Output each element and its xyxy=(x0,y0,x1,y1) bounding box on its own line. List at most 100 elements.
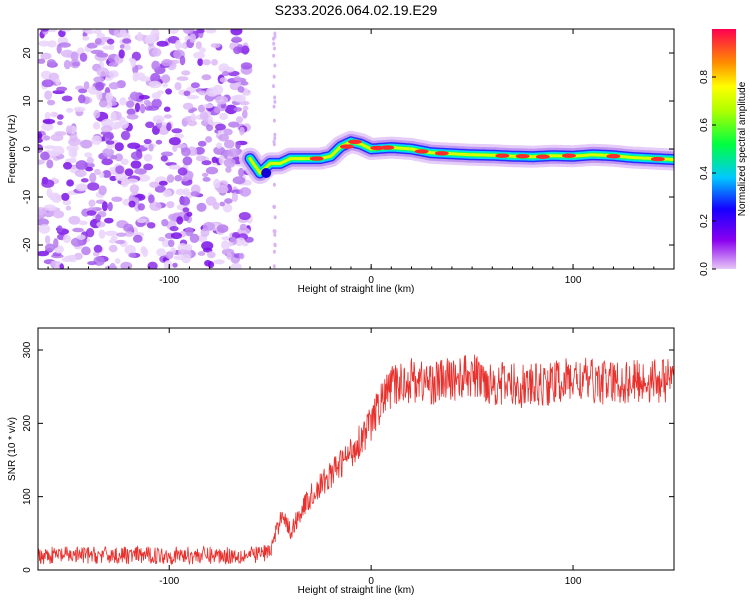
noise-blob xyxy=(106,38,115,45)
noise-blob xyxy=(101,118,114,128)
noise-blob xyxy=(50,260,57,268)
noise-blob xyxy=(92,121,101,130)
noise-blob xyxy=(219,112,228,121)
noise-blob xyxy=(123,223,134,233)
noise-blob xyxy=(161,59,173,67)
noise-blob xyxy=(163,260,173,269)
noise-blob xyxy=(167,239,175,248)
noise-blob xyxy=(147,261,158,269)
noise-blob xyxy=(189,233,200,243)
noise-blob xyxy=(60,29,72,32)
noise-blob xyxy=(138,95,150,100)
noise-blob xyxy=(149,181,159,188)
noise-blob xyxy=(71,61,80,67)
y-tick-label: 100 xyxy=(22,488,33,505)
noise-blob xyxy=(149,201,162,211)
noise-blob xyxy=(183,90,191,97)
signal-peak xyxy=(650,156,665,162)
noise-blob xyxy=(167,29,179,34)
signal-peak xyxy=(515,154,530,159)
noise-blob xyxy=(202,59,211,66)
noise-blob xyxy=(143,138,152,145)
noise-blob xyxy=(272,53,276,58)
colorbar-label: Normalized spectral amplitude xyxy=(737,81,748,216)
noise-blob xyxy=(75,160,88,171)
noise-blob xyxy=(57,233,65,240)
noise-blob xyxy=(96,67,109,77)
noise-blob xyxy=(126,100,135,108)
noise-blob xyxy=(62,234,71,244)
noise-blob xyxy=(109,175,117,181)
noise-blob xyxy=(236,116,243,124)
y-tick-label: -10 xyxy=(22,189,33,204)
figure-title: S233.2026.064.02.19.E29 xyxy=(275,2,438,18)
noise-blob xyxy=(154,185,166,193)
noise-blob xyxy=(46,159,54,169)
noise-blob xyxy=(273,95,277,100)
noise-blob xyxy=(70,51,79,62)
noise-blob xyxy=(124,244,136,255)
noise-blob xyxy=(175,39,182,50)
noise-blob xyxy=(114,258,121,264)
noise-blob xyxy=(124,231,134,237)
noise-blob xyxy=(151,60,161,71)
noise-blob xyxy=(216,142,223,149)
noise-blob xyxy=(38,218,49,226)
noise-blob xyxy=(224,198,233,204)
noise-blob xyxy=(71,147,78,158)
colorbar-tick-label: 0.0 xyxy=(699,262,710,276)
y-tick-label: -20 xyxy=(22,237,33,252)
noise-blob xyxy=(78,88,88,94)
snr-line xyxy=(38,354,674,566)
noise-blob xyxy=(198,90,207,96)
snr-xlabel: Height of straight line (km) xyxy=(298,585,415,596)
noise-blob xyxy=(207,115,213,126)
signal-peak xyxy=(309,156,324,161)
noise-blob xyxy=(76,234,86,240)
noise-blob xyxy=(61,95,73,102)
noise-blob xyxy=(272,229,276,234)
y-tick-label: 300 xyxy=(22,341,33,358)
y-tick-label: 10 xyxy=(22,95,33,107)
noise-blob xyxy=(177,249,189,256)
noise-blob xyxy=(272,142,276,147)
colorbar-tick-label: 0.6 xyxy=(699,118,710,132)
noise-blob xyxy=(146,222,156,229)
noise-blob xyxy=(79,52,88,62)
noise-blob xyxy=(118,49,125,59)
noise-blob xyxy=(273,136,277,141)
noise-blob xyxy=(134,72,146,80)
noise-blob xyxy=(197,251,206,256)
y-tick-label: 200 xyxy=(22,415,33,432)
noise-blob xyxy=(88,199,96,207)
noise-blob xyxy=(61,192,70,201)
snr-panel: -100 0 100 0 100 200 300 Height of straight li… xyxy=(7,327,675,596)
noise-blob xyxy=(182,188,190,196)
noise-blob xyxy=(165,251,174,260)
noise-blob xyxy=(196,202,207,212)
signal-peak xyxy=(339,144,354,149)
noise-blob xyxy=(86,210,97,216)
noise-blob xyxy=(145,121,155,129)
noise-blob xyxy=(239,252,245,260)
noise-blob xyxy=(38,159,45,165)
snr-axes: -100 0 100 0 100 200 300 xyxy=(22,328,674,587)
noise-blob xyxy=(156,248,167,257)
noise-blob xyxy=(212,202,220,210)
noise-blob xyxy=(56,114,64,120)
noise-blob xyxy=(120,158,129,166)
noise-blob xyxy=(105,140,115,145)
noise-blob xyxy=(44,90,52,100)
noise-blob xyxy=(98,99,108,108)
noise-blob xyxy=(38,250,50,257)
noise-blob xyxy=(189,33,197,43)
noise-blob xyxy=(115,165,125,174)
noise-blob xyxy=(93,76,105,83)
noise-blob xyxy=(85,166,93,172)
noise-blob xyxy=(91,135,102,145)
signal-peak xyxy=(414,149,429,154)
x-tick-label: 0 xyxy=(368,576,374,587)
noise-blob xyxy=(228,121,240,128)
noise-blob xyxy=(199,47,206,53)
noise-blob xyxy=(273,243,277,248)
